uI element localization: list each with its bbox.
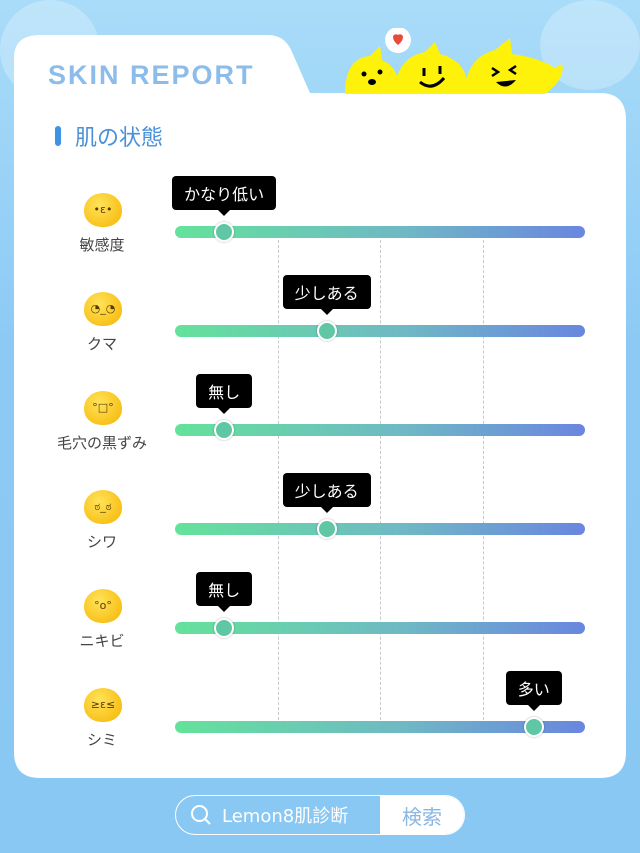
metric-row: •ε• 敏感度 かなり低い bbox=[0, 176, 640, 266]
metric-row: ಠ_ಠ シワ 少しある bbox=[0, 473, 640, 563]
metric-row: ◔_◔ クマ 少しある bbox=[0, 275, 640, 365]
metric-label: クマ bbox=[86, 335, 117, 353]
metric-label: シワ bbox=[86, 533, 117, 551]
section-header: 肌の状態 bbox=[55, 120, 163, 152]
level-knob bbox=[316, 519, 337, 539]
search-query: Lemon8肌診断 bbox=[222, 806, 349, 827]
metric-label: 敏感度 bbox=[79, 236, 125, 254]
level-knob bbox=[214, 222, 235, 242]
sensitive-face-icon: •ε• bbox=[84, 193, 122, 227]
level-track bbox=[175, 717, 585, 737]
level-knob bbox=[214, 618, 235, 638]
level-track bbox=[175, 321, 585, 341]
surprised-face-icon: °o° bbox=[84, 589, 122, 623]
section-title: 肌の状態 bbox=[75, 126, 164, 151]
section-accent-bar bbox=[55, 126, 61, 146]
scale-divider bbox=[380, 240, 381, 720]
report-title: SKIN REPORT bbox=[48, 60, 255, 90]
level-knob bbox=[523, 717, 544, 737]
worried-face-icon: °□° bbox=[84, 391, 122, 425]
metric-label: ニキビ bbox=[79, 632, 125, 650]
metric-label: 毛穴の黒ずみ bbox=[56, 434, 147, 452]
squint-face-icon: ≥ε≤ bbox=[84, 688, 122, 722]
search-icon bbox=[191, 805, 211, 825]
tired-face-icon: ◔_◔ bbox=[84, 292, 122, 326]
level-track bbox=[175, 420, 585, 440]
search-button[interactable]: 検索 bbox=[380, 796, 464, 834]
scale-divider bbox=[278, 240, 279, 720]
scale-divider bbox=[483, 240, 484, 720]
search-bar[interactable]: Lemon8肌診断 検索 bbox=[175, 795, 465, 835]
value-tooltip: かなり低い bbox=[172, 176, 277, 216]
metric-row: °o° ニキビ 無し bbox=[0, 572, 640, 662]
metric-row: ≥ε≤ シミ 多い bbox=[0, 671, 640, 761]
level-track bbox=[175, 222, 585, 242]
level-knob bbox=[214, 420, 235, 440]
level-knob bbox=[316, 321, 337, 341]
search-input[interactable]: Lemon8肌診断 bbox=[176, 796, 380, 834]
value-tooltip: 少しある bbox=[282, 275, 371, 315]
value-tooltip: 多い bbox=[505, 671, 562, 711]
value-tooltip: 少しある bbox=[282, 473, 371, 513]
metric-label: シミ bbox=[86, 731, 117, 749]
metric-row: °□° 毛穴の黒ずみ 無し bbox=[0, 374, 640, 464]
value-tooltip: 無し bbox=[196, 572, 253, 612]
frown-face-icon: ಠ_ಠ bbox=[84, 490, 122, 524]
mascots-illustration bbox=[345, 28, 563, 94]
level-track bbox=[175, 519, 585, 539]
level-track bbox=[175, 618, 585, 638]
value-tooltip: 無し bbox=[196, 374, 253, 414]
